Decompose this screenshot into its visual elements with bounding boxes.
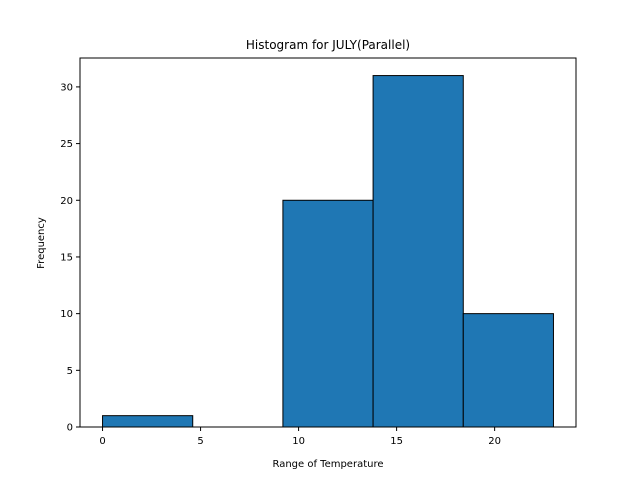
y-tick-label-4: 20 (60, 196, 73, 207)
histogram-bar-3 (372, 75, 464, 428)
y-tick-label-6: 30 (60, 82, 73, 93)
chart-title: Histogram for JULY(Parallel) (246, 38, 410, 52)
x-tick-label-4: 20 (488, 436, 501, 447)
x-axis-label: Range of Temperature (272, 459, 383, 470)
x-tick-label-2: 10 (292, 436, 305, 447)
y-axis-ticks: 0 5 10 15 20 25 30 (60, 82, 80, 434)
x-tick-label-3: 15 (390, 436, 403, 447)
y-tick-label-2: 10 (60, 309, 73, 320)
x-tick-label-1: 5 (197, 436, 203, 447)
bars-group (102, 75, 554, 428)
x-axis-ticks: 0 5 10 15 20 (99, 427, 501, 447)
plot-frame (79, 57, 577, 428)
histogram-bar-2 (282, 199, 374, 428)
y-tick-label-0: 0 (67, 423, 73, 434)
y-tick-label-5: 25 (60, 139, 73, 150)
histogram-bar-0 (102, 415, 194, 428)
y-tick-label-1: 5 (67, 366, 73, 377)
y-tick-label-3: 15 (60, 252, 73, 263)
histogram-bar-4 (462, 313, 554, 428)
y-axis-label: Frequency (36, 217, 47, 269)
x-tick-label-0: 0 (99, 436, 105, 447)
